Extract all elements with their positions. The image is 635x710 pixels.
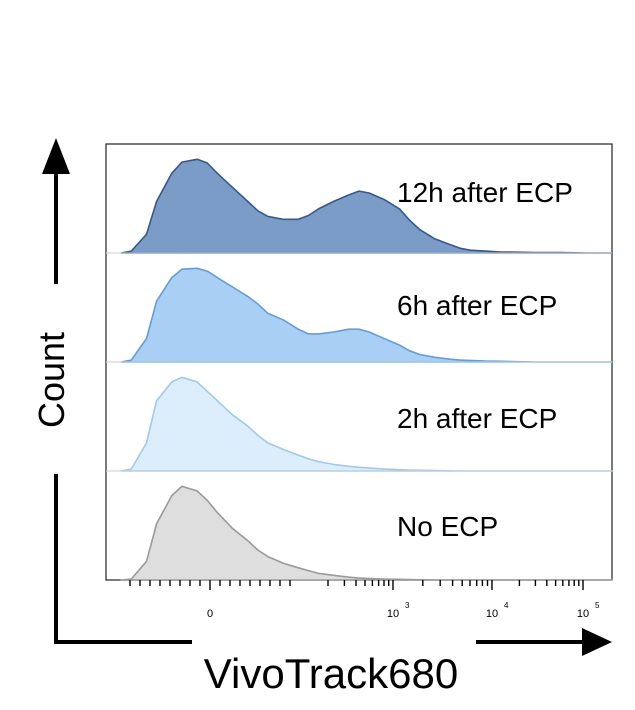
x-axis-label: VivoTrack680 — [204, 650, 458, 697]
histogram-panels — [106, 158, 613, 581]
x-tick-label-100000-base: 10 — [577, 608, 589, 620]
x-tick-label-10000: 10 4 — [486, 601, 509, 620]
histogram-2 — [120, 267, 613, 363]
x-tick-label-100000-exp: 5 — [595, 601, 600, 610]
y-axis-label: Count — [31, 332, 72, 428]
x-tick-label-10000-exp: 4 — [504, 601, 509, 610]
x-axis-ticks — [129, 580, 584, 590]
panel-label-no-ecp: No ECP — [397, 511, 498, 542]
x-tick-label-10000-base: 10 — [486, 608, 498, 620]
x-axis-arrowhead — [582, 628, 612, 656]
x-tick-label-100000: 10 5 — [577, 601, 600, 620]
panel-label-2h: 2h after ECP — [397, 403, 557, 434]
panel-label-6h: 6h after ECP — [397, 290, 557, 321]
panel-label-12h: 12h after ECP — [397, 177, 573, 208]
x-tick-label-1000: 10 3 — [387, 601, 410, 620]
histogram-4 — [120, 485, 613, 581]
y-axis-arrowhead — [42, 138, 70, 174]
x-tick-label-0: 0 — [207, 608, 213, 620]
x-tick-label-1000-exp: 3 — [405, 601, 410, 610]
x-tick-label-1000-base: 10 — [387, 608, 399, 620]
histogram-1 — [120, 158, 613, 254]
